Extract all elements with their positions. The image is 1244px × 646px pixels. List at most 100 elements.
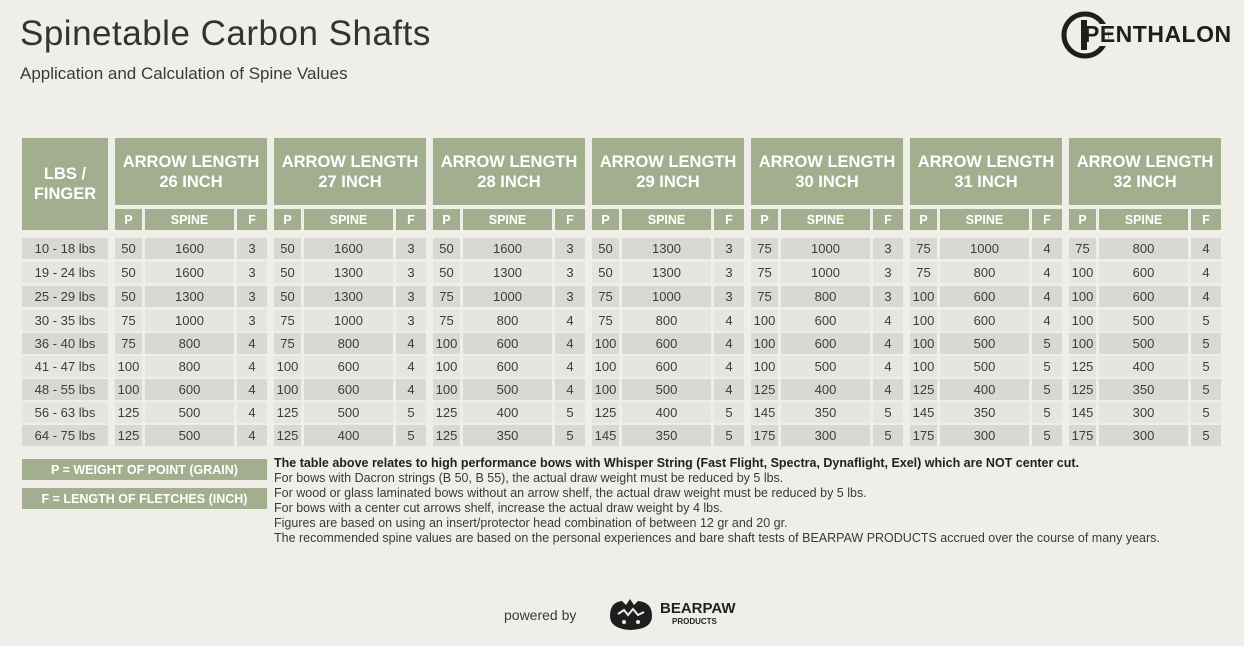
cell-spine: 400	[622, 402, 711, 423]
cell-fletch-length: 4	[555, 379, 585, 400]
cell-point-weight: 100	[274, 379, 301, 400]
header-arrow-length-value: 26 INCH	[159, 172, 223, 191]
cell-fletch-length: 4	[237, 425, 267, 446]
cell-point-weight: 100	[592, 356, 619, 377]
cell-point-weight: 125	[274, 402, 301, 423]
cell-point-weight: 75	[751, 238, 778, 259]
header-arrow-length-value: 30 INCH	[795, 172, 859, 191]
cell-point-weight: 75	[115, 333, 142, 354]
cell-fletch-length: 4	[873, 310, 903, 331]
subheader-p: P	[274, 209, 301, 230]
bearpaw-sub: PRODUCTS	[672, 617, 717, 626]
cell-spine: 1300	[145, 286, 234, 307]
row-lbs-range: 36 - 40 lbs	[22, 333, 108, 354]
subheader-f: F	[237, 209, 267, 230]
subheader-spine: SPINE	[781, 209, 870, 230]
row-lbs-range: 30 - 35 lbs	[22, 310, 108, 331]
page-subtitle: Application and Calculation of Spine Val…	[20, 64, 348, 83]
cell-spine: 600	[304, 356, 393, 377]
cell-point-weight: 100	[910, 333, 937, 354]
header-finger-label: FINGER	[33, 185, 97, 203]
cell-point-weight: 100	[592, 333, 619, 354]
header-arrow-length-label: ARROW LENGTH	[440, 152, 578, 171]
cell-fletch-length: 4	[714, 310, 744, 331]
row-lbs-range: 48 - 55 lbs	[22, 379, 108, 400]
header-arrow-length: ARROW LENGTH 30 INCH	[751, 138, 903, 205]
cell-point-weight: 125	[592, 402, 619, 423]
cell-spine: 800	[1099, 238, 1188, 259]
cell-spine: 400	[781, 379, 870, 400]
notes-line: Figures are based on using an insert/pro…	[274, 516, 788, 530]
cell-spine: 1300	[622, 238, 711, 259]
cell-spine: 1000	[463, 286, 552, 307]
cell-spine: 300	[1099, 402, 1188, 423]
cell-point-weight: 75	[910, 238, 937, 259]
cell-point-weight: 175	[910, 425, 937, 446]
notes-line: For bows with a center cut arrows shelf,…	[274, 501, 723, 515]
subheader-f: F	[873, 209, 903, 230]
cell-point-weight: 50	[433, 262, 460, 283]
row-lbs-range: 41 - 47 lbs	[22, 356, 108, 377]
cell-spine: 600	[1099, 286, 1188, 307]
cell-fletch-length: 3	[237, 310, 267, 331]
cell-fletch-length: 4	[555, 333, 585, 354]
cell-fletch-length: 4	[714, 356, 744, 377]
subheader-p: P	[910, 209, 937, 230]
cell-point-weight: 100	[751, 356, 778, 377]
cell-fletch-length: 5	[1191, 425, 1221, 446]
cell-fletch-length: 3	[873, 286, 903, 307]
cell-point-weight: 100	[115, 356, 142, 377]
cell-point-weight: 75	[433, 310, 460, 331]
cell-point-weight: 125	[115, 402, 142, 423]
cell-spine: 400	[304, 425, 393, 446]
subheader-f: F	[555, 209, 585, 230]
notes-line: For bows with Dacron strings (B 50, B 55…	[274, 471, 784, 485]
cell-spine: 350	[1099, 379, 1188, 400]
header-arrow-length: ARROW LENGTH 27 INCH	[274, 138, 426, 205]
cell-point-weight: 100	[1069, 286, 1096, 307]
cell-fletch-length: 3	[237, 238, 267, 259]
powered-by-label: powered by	[504, 607, 577, 623]
cell-fletch-length: 3	[555, 286, 585, 307]
cell-fletch-length: 5	[873, 425, 903, 446]
cell-fletch-length: 4	[1191, 286, 1221, 307]
cell-point-weight: 100	[910, 310, 937, 331]
cell-fletch-length: 3	[714, 238, 744, 259]
cell-spine: 600	[781, 333, 870, 354]
header-arrow-length: ARROW LENGTH 29 INCH	[592, 138, 744, 205]
cell-spine: 1600	[304, 238, 393, 259]
cell-spine: 1000	[622, 286, 711, 307]
cell-fletch-length: 3	[237, 262, 267, 283]
cell-spine: 1600	[463, 238, 552, 259]
cell-point-weight: 125	[910, 379, 937, 400]
cell-fletch-length: 5	[1032, 379, 1062, 400]
cell-spine: 600	[940, 310, 1029, 331]
header-arrow-length-label: ARROW LENGTH	[758, 152, 896, 171]
penthalon-c-logo-icon	[1061, 11, 1109, 59]
cell-fletch-length: 4	[714, 379, 744, 400]
cell-point-weight: 50	[274, 238, 301, 259]
subheader-p: P	[115, 209, 142, 230]
cell-spine: 300	[1099, 425, 1188, 446]
cell-fletch-length: 5	[1191, 356, 1221, 377]
header-lbs-finger: LBS / FINGER	[22, 138, 108, 230]
header-arrow-length-label: ARROW LENGTH	[917, 152, 1055, 171]
subheader-f: F	[396, 209, 426, 230]
subheader-f: F	[1032, 209, 1062, 230]
cell-spine: 600	[463, 333, 552, 354]
cell-spine: 400	[463, 402, 552, 423]
cell-fletch-length: 4	[237, 356, 267, 377]
cell-point-weight: 50	[115, 238, 142, 259]
cell-point-weight: 50	[274, 262, 301, 283]
cell-fletch-length: 5	[1191, 333, 1221, 354]
cell-point-weight: 100	[115, 379, 142, 400]
cell-fletch-length: 4	[1191, 238, 1221, 259]
cell-spine: 500	[304, 402, 393, 423]
cell-spine: 1600	[145, 262, 234, 283]
cell-point-weight: 100	[1069, 310, 1096, 331]
header-arrow-length: ARROW LENGTH 28 INCH	[433, 138, 585, 205]
cell-fletch-length: 3	[396, 286, 426, 307]
cell-point-weight: 50	[592, 262, 619, 283]
cell-spine: 800	[781, 286, 870, 307]
cell-point-weight: 100	[592, 379, 619, 400]
